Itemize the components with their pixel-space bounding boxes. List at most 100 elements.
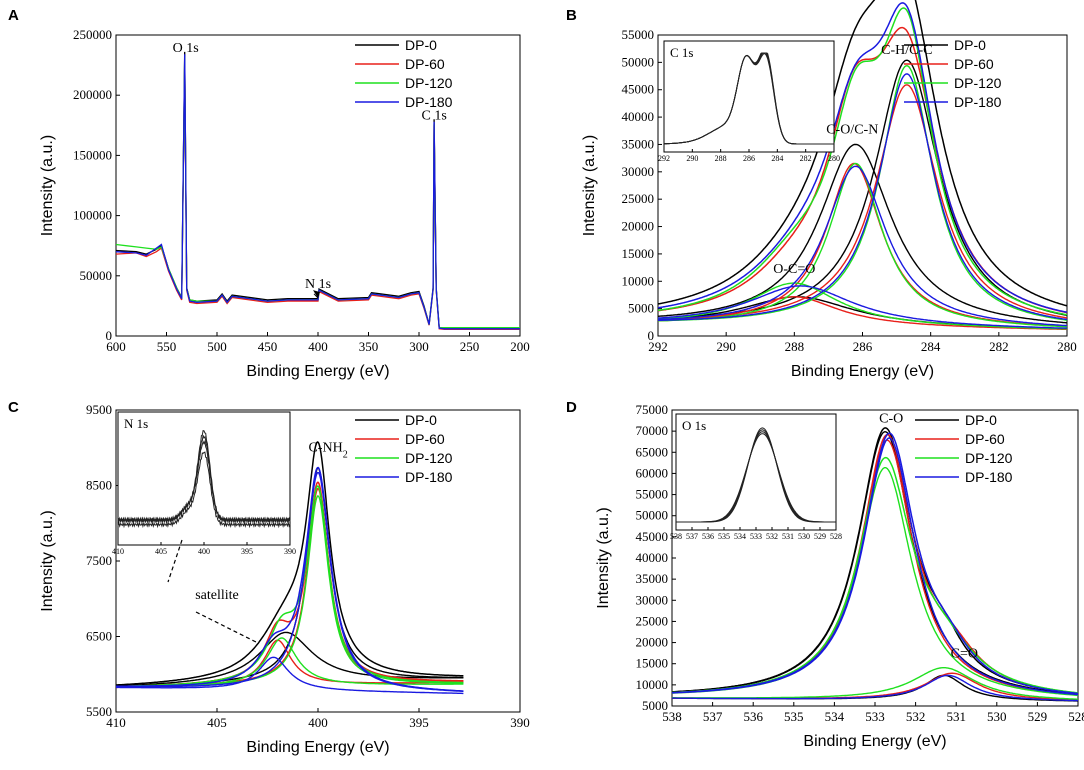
y-tick-label: 6500 [86, 629, 112, 644]
legend-label: DP-120 [405, 450, 453, 466]
y-tick-label: 65000 [636, 444, 669, 459]
x-tick-label: 288 [785, 339, 805, 354]
x-tick-label: 350 [359, 339, 379, 354]
legend-label: DP-0 [405, 412, 437, 428]
series-envelope-dp-120 [657, 7, 1068, 316]
chart-panel-b: 292 290 288 286 284 282 280 0 5000 10000 15000 2000… [581, 0, 1077, 380]
series-line-dp-0 [116, 631, 464, 687]
y-tick-label: 50000 [622, 54, 655, 69]
series-line-dp-0 [657, 296, 1067, 330]
x-tick-label: 532 [906, 709, 926, 724]
inset-frame [117, 411, 291, 546]
inset-tick-label: 536 [702, 532, 714, 541]
y-axis-label: Intensity (a.u.) [39, 135, 56, 236]
peak-annotation: O 1s [173, 41, 199, 56]
series-line-dp-180 [658, 165, 1068, 327]
peak-annotation: O-C=O [773, 262, 815, 277]
peak-annotation: C=O [951, 646, 978, 661]
panel-label-b: B [566, 7, 577, 24]
series-line-dp-180 [672, 674, 1078, 702]
peak-annotation: C-NH2 [308, 441, 347, 461]
inset-spectrum-line [117, 451, 291, 529]
x-tick-label: 528 [1068, 709, 1084, 724]
y-tick-label: 15000 [622, 246, 655, 261]
legend-label: DP-0 [954, 37, 986, 53]
annotation-arrow [313, 293, 319, 299]
x-axis-label: Binding Energy (eV) [791, 363, 934, 380]
y-tick-label: 40000 [622, 109, 655, 124]
inset-tick-label: 280 [828, 154, 840, 163]
y-tick-label: 0 [648, 328, 655, 343]
legend-label: DP-60 [965, 431, 1005, 447]
legend-label: DP-180 [405, 94, 453, 110]
series-envelope-dp-0 [116, 441, 464, 686]
panel-label-c: C [8, 399, 19, 416]
x-tick-label: 292 [648, 339, 668, 354]
peak-annotation: C-H/C-C [881, 43, 932, 58]
x-axis-label: Binding Energy (eV) [803, 733, 946, 750]
x-tick-label: 390 [510, 715, 530, 730]
series-envelope-dp-180 [657, 2, 1068, 314]
peak-annotation: C 1s [422, 108, 447, 123]
y-tick-label: 10000 [622, 273, 655, 288]
inset-spectrum-line [117, 439, 291, 524]
inset-tick-label: 282 [800, 154, 812, 163]
legend-label: DP-180 [965, 469, 1013, 485]
series-line-dp-180 [115, 54, 520, 330]
y-tick-label: 25000 [636, 613, 669, 628]
y-tick-label: 7500 [86, 553, 112, 568]
inset-tick-label: 410 [112, 547, 124, 556]
inset-tick-label: 534 [734, 532, 746, 541]
x-axis-label: Binding Energy (eV) [246, 363, 389, 380]
y-tick-label: 50000 [80, 268, 113, 283]
annotation-subscript: 2 [343, 449, 348, 460]
y-tick-label: 20000 [636, 635, 669, 650]
x-tick-label: 400 [308, 715, 328, 730]
peak-annotation: N 1s [305, 277, 331, 292]
chart-panel-d: 538 537 536 535 534 533 532 531 530 529 528 5000 100… [595, 402, 1084, 750]
chart-panel-c: 410 405 400 395 390 5500 6500 7500 8500 9500 Bindi… [39, 402, 530, 756]
y-tick-label: 0 [106, 328, 113, 343]
x-tick-label: 290 [716, 339, 736, 354]
inset-tick-label: 284 [771, 154, 783, 163]
series-line-dp-180 [116, 656, 464, 695]
x-tick-label: 530 [987, 709, 1007, 724]
y-tick-label: 25000 [622, 191, 655, 206]
x-tick-label: 284 [921, 339, 941, 354]
y-tick-label: 20000 [622, 219, 655, 234]
inset-tick-label: 532 [766, 532, 778, 541]
peak-annotation: C-O [879, 412, 903, 427]
panel-label-d: D [566, 399, 577, 416]
x-tick-label: 600 [106, 339, 126, 354]
x-tick-label: 537 [703, 709, 723, 724]
inset-tick-label: 531 [782, 532, 794, 541]
inset-tick-label: 530 [798, 532, 810, 541]
y-tick-label: 30000 [622, 164, 655, 179]
legend-label: DP-0 [405, 37, 437, 53]
inset-title: O 1s [682, 418, 706, 433]
inset-tick-label: 288 [715, 154, 727, 163]
inset-tick-label: 533 [750, 532, 762, 541]
x-tick-label: 400 [308, 339, 328, 354]
inset-tick-label: 405 [155, 547, 167, 556]
inset-frame [675, 413, 837, 531]
satellite-pointer-1 [167, 539, 183, 583]
y-tick-label: 8500 [86, 478, 112, 493]
inset-tick-label: 286 [743, 154, 755, 163]
x-axis-label: Binding Energy (eV) [246, 739, 389, 756]
inset-tick-label: 292 [658, 154, 670, 163]
x-tick-label: 550 [157, 339, 177, 354]
y-tick-label: 200000 [73, 87, 112, 102]
y-tick-label: 55000 [636, 487, 669, 502]
y-tick-label: 9500 [86, 402, 112, 417]
x-tick-label: 531 [946, 709, 966, 724]
y-tick-label: 55000 [622, 27, 655, 42]
y-tick-label: 150000 [73, 147, 112, 162]
y-tick-label: 70000 [636, 423, 669, 438]
chart-panel-a: 600 550 500 450 400 350 300 250 200 0 50000 100000 1… [39, 27, 530, 380]
x-tick-label: 533 [865, 709, 885, 724]
inset-title: N 1s [124, 416, 148, 431]
legend-label: DP-60 [405, 56, 445, 72]
y-tick-label: 5500 [86, 704, 112, 719]
inset-title: C 1s [670, 45, 693, 60]
